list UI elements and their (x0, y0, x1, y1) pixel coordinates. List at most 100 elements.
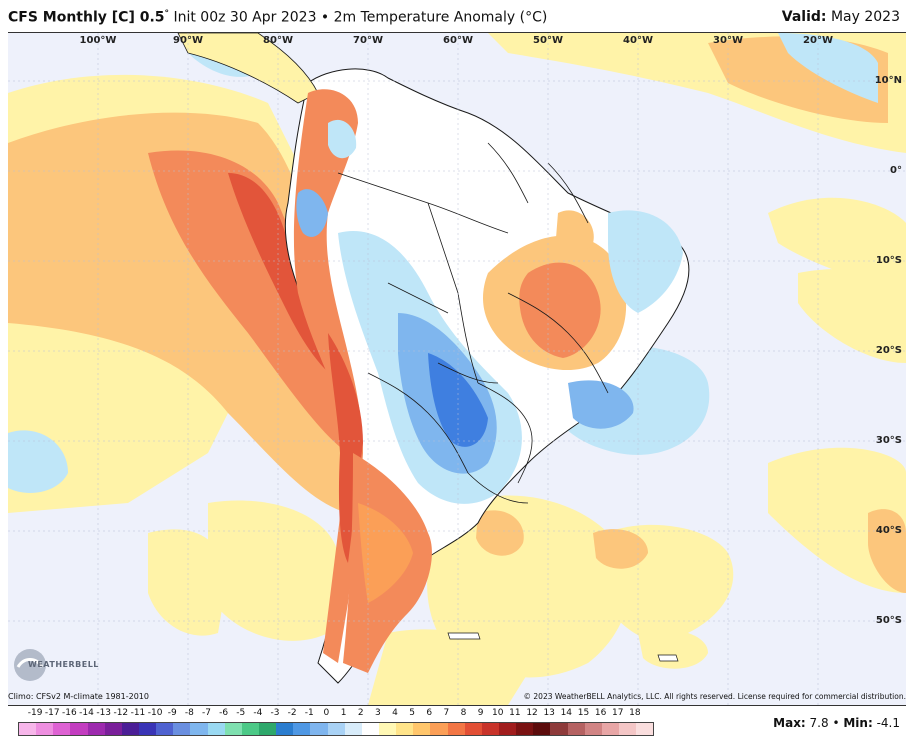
legend-label: -10 (147, 708, 163, 718)
legend-label: 11 (509, 708, 521, 718)
title-degree: ° (164, 9, 170, 19)
legend-swatch (378, 723, 397, 735)
legend-label: -2 (287, 708, 297, 718)
legend-swatch (70, 723, 88, 735)
cool-anomaly-land (568, 380, 634, 429)
lat-label: 20°S (875, 345, 902, 356)
legend-swatch (361, 723, 379, 735)
warm-anomaly-land (358, 503, 413, 603)
legend-swatch (344, 723, 362, 735)
legend-label: -1 (304, 708, 314, 718)
legend-label: 18 (629, 708, 641, 718)
stats-separator: • (828, 716, 844, 730)
legend-swatch (447, 723, 465, 735)
legend-label: -4 (253, 708, 263, 718)
legend-label: -16 (62, 708, 77, 718)
legend-swatches (18, 722, 654, 736)
lon-label: 60°W (443, 35, 473, 46)
lon-label: 30°W (713, 35, 743, 46)
valid-date: Valid: May 2023 (782, 9, 900, 25)
lat-label: 10°N (874, 75, 902, 86)
lon-label: 40°W (623, 35, 653, 46)
climo-note: Climo: CFSv2 M-climate 1981-2010 (8, 692, 149, 701)
color-legend: -19 -17 -16 -14 -13 -12 -11 -10 -9 -8 -7 -6 -5 -4 -3 -2… (18, 708, 654, 738)
south-georgia (657, 654, 679, 662)
legend-label: -7 (201, 708, 211, 718)
legend-swatch (276, 723, 294, 735)
title-model: CFS Monthly [C] 0.5 (8, 9, 165, 26)
warm-anomaly-area (593, 529, 648, 569)
legend-swatch (19, 723, 37, 735)
cool-anomaly-area (778, 33, 878, 103)
legend-swatch (567, 723, 585, 735)
legend-swatch (258, 723, 277, 735)
lat-label: 10°S (875, 255, 902, 266)
legend-label: 2 (357, 708, 364, 718)
cool-anomaly-land (608, 210, 683, 313)
legend-label: 7 (443, 708, 450, 718)
warm-anomaly-area (768, 197, 906, 293)
anomaly-map (8, 33, 906, 705)
lon-label: 90°W (173, 35, 203, 46)
warm-anomaly-area (638, 629, 708, 669)
graticule (8, 33, 906, 705)
legend-label: -17 (44, 708, 60, 718)
legend-swatch (87, 723, 105, 735)
legend-label: -3 (270, 708, 280, 718)
warm-anomaly-land (519, 262, 601, 358)
map-title: CFS Monthly [C] 0.5° Init 00z 30 Apr 202… (8, 9, 547, 26)
logo-text: WEATHERBELL (28, 660, 99, 669)
lon-label: 20°W (803, 35, 833, 46)
legend-swatch (53, 723, 71, 735)
legend-labels: -19 -17 -16 -14 -13 -12 -11 -10 -9 -8 -7 -6 -5 -4 -3 -2… (18, 708, 652, 720)
legend-label: 10 (492, 708, 504, 718)
lat-label: 30°S (875, 435, 902, 446)
legend-label: 8 (460, 708, 467, 718)
cool-anomaly-land (328, 119, 357, 159)
lat-label: 50°S (875, 615, 902, 626)
legend-swatch (138, 723, 157, 735)
legend-label: 13 (543, 708, 555, 718)
legend-swatch (156, 723, 174, 735)
legend-swatch (481, 723, 499, 735)
legend-label: -14 (79, 708, 94, 718)
legend-swatch (327, 723, 345, 735)
warm-anomaly-area (368, 629, 528, 705)
legend-swatch (584, 723, 602, 735)
max-value: 7.8 (805, 716, 829, 730)
legend-swatch (121, 723, 139, 735)
min-label: Min: (843, 716, 873, 730)
map-panel[interactable]: 100°W 90°W 80°W 70°W 60°W 50°W 40°W 30°W… (8, 32, 906, 706)
legend-label: 17 (611, 708, 624, 718)
warm-anomaly-area (208, 500, 338, 641)
legend-swatch (533, 723, 551, 735)
legend-label: -5 (236, 708, 246, 718)
warm-anomaly-area (868, 509, 906, 593)
legend-label: 14 (560, 708, 573, 718)
warm-anomaly-area (148, 529, 228, 636)
legend-label: -12 (113, 708, 129, 718)
legend-swatch (601, 723, 619, 735)
legend-swatch (36, 723, 54, 735)
max-min-stats: Max: 7.8 • Min: -4.1 (773, 716, 900, 730)
weatherbell-logo: WEATHERBELL (12, 645, 98, 685)
legend-label: -9 (167, 708, 177, 718)
land-central-america (177, 33, 319, 104)
legend-label: -6 (219, 708, 229, 718)
lon-label: 100°W (79, 35, 117, 46)
country-borders (337, 142, 609, 504)
legend-label: 3 (374, 708, 381, 718)
lon-label: 80°W (263, 35, 293, 46)
warm-anomaly-land (556, 210, 594, 253)
max-label: Max: (773, 716, 806, 730)
legend-label: -19 (27, 708, 43, 718)
lon-label: 70°W (353, 35, 383, 46)
falkland-islands (447, 632, 481, 640)
legend-label: -11 (130, 708, 146, 718)
valid-label: Valid: (781, 9, 827, 25)
legend-swatch (190, 723, 208, 735)
header: CFS Monthly [C] 0.5° Init 00z 30 Apr 202… (0, 0, 914, 32)
warm-anomaly-area (148, 150, 363, 453)
cool-anomaly-land (296, 189, 328, 237)
legend-swatch (618, 723, 637, 735)
